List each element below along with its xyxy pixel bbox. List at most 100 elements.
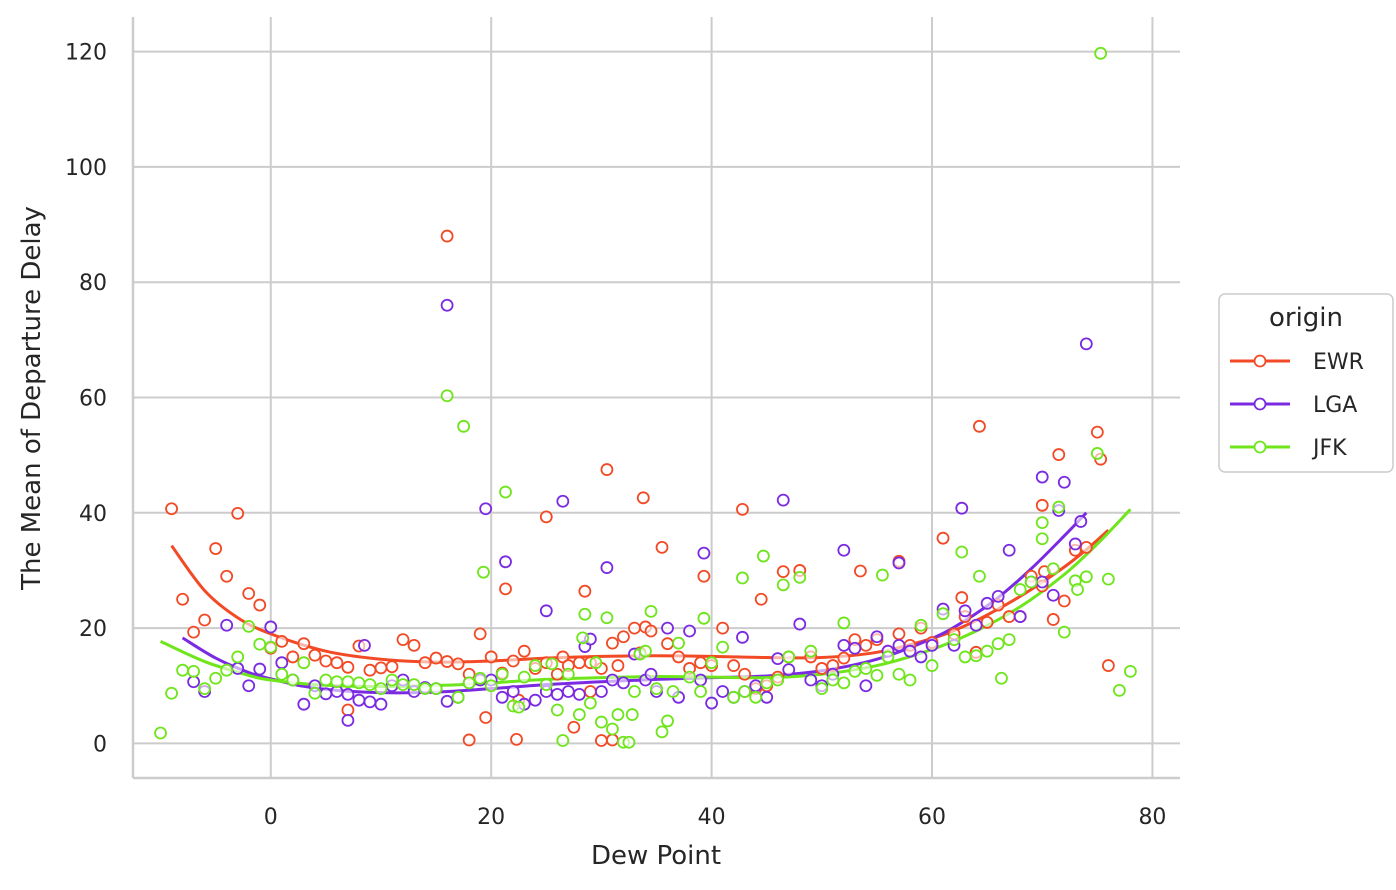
point-jfk	[736, 571, 749, 585]
point-jfk	[457, 419, 471, 433]
point-jfk	[655, 725, 669, 739]
legend-label-lga: LGA	[1313, 393, 1357, 418]
point-ewr	[1002, 610, 1016, 623]
point-ewr	[429, 651, 443, 665]
point-jfk	[914, 618, 928, 632]
point-lga	[958, 604, 972, 618]
point-ewr	[738, 667, 752, 681]
point-jfk	[980, 644, 994, 658]
point-jfk	[1101, 572, 1115, 586]
point-ewr	[242, 587, 256, 600]
point-lga	[242, 679, 256, 693]
point-lga	[661, 621, 674, 635]
point-lga	[736, 630, 749, 644]
axes-frame	[131, 17, 1180, 780]
point-jfk	[1002, 633, 1016, 647]
point-ewr	[583, 685, 597, 698]
point-lga	[1013, 610, 1027, 623]
point-jfk	[319, 673, 333, 687]
point-jfk	[1052, 500, 1066, 514]
point-ewr	[330, 656, 344, 670]
y-tick-label: 40	[79, 502, 107, 527]
point-ewr	[980, 615, 994, 629]
point-ewr	[198, 613, 212, 627]
point-lga	[479, 502, 493, 516]
point-lga	[528, 693, 542, 707]
point-jfk	[955, 545, 969, 559]
point-jfk	[771, 673, 785, 687]
point-ewr	[611, 659, 625, 672]
point-jfk	[650, 682, 663, 696]
point-jfk	[815, 682, 829, 696]
point-jfk	[639, 644, 652, 658]
point-jfk	[253, 637, 267, 651]
x-tick-label: 40	[698, 805, 726, 830]
point-jfk	[947, 633, 961, 647]
point-jfk	[451, 690, 465, 704]
point-lga	[1057, 475, 1071, 489]
point-jfk	[969, 649, 983, 663]
point-jfk	[644, 604, 658, 618]
point-ewr	[341, 703, 355, 717]
point-jfk	[576, 631, 590, 645]
point-ewr	[209, 542, 223, 555]
x-tick-label: 0	[264, 805, 278, 830]
point-lga	[1046, 588, 1060, 602]
point-ewr	[418, 656, 432, 670]
point-jfk	[757, 549, 770, 563]
y-tick-label: 0	[93, 732, 107, 757]
point-ewr	[636, 491, 650, 505]
point-jfk	[936, 607, 950, 621]
point-jfk	[804, 644, 818, 658]
point-lga	[358, 639, 371, 652]
point-jfk	[512, 700, 526, 714]
point-jfk	[462, 676, 476, 690]
y-tick-label: 120	[65, 41, 107, 66]
point-jfk	[1035, 532, 1049, 546]
point-lga	[914, 650, 928, 664]
legend-title: origin	[1269, 303, 1343, 333]
point-ewr	[1052, 448, 1066, 461]
point-ewr	[1035, 498, 1049, 512]
point-lga	[341, 713, 355, 727]
point-jfk	[683, 670, 696, 684]
point-lga	[749, 679, 763, 693]
point-lga	[771, 652, 785, 666]
point-jfk	[859, 662, 873, 675]
point-jfk	[539, 678, 553, 692]
point-lga	[969, 618, 983, 632]
point-ewr	[776, 565, 790, 579]
point-jfk	[749, 690, 763, 704]
point-lga	[760, 690, 774, 704]
point-jfk	[429, 682, 443, 696]
point-lga	[837, 543, 851, 557]
point-lga	[903, 644, 917, 658]
point-ewr	[736, 502, 749, 516]
point-jfk	[697, 611, 711, 625]
point-ewr	[617, 630, 630, 644]
point-jfk	[396, 678, 410, 692]
point-lga	[550, 688, 564, 701]
point-jfk	[1071, 583, 1084, 596]
point-jfk	[705, 656, 719, 670]
point-ewr	[407, 639, 421, 652]
point-jfk	[925, 659, 939, 672]
point-jfk	[991, 637, 1005, 651]
point-ewr	[319, 654, 333, 668]
point-ewr	[499, 582, 512, 596]
point-lga	[892, 556, 906, 570]
data-points	[154, 46, 1137, 749]
point-jfk	[473, 671, 487, 685]
point-lga	[705, 696, 719, 710]
point-ewr	[275, 634, 289, 648]
point-lga	[644, 667, 658, 681]
point-ewr	[308, 648, 322, 662]
point-jfk	[903, 673, 917, 687]
point-ewr	[506, 654, 520, 668]
point-jfk	[407, 678, 421, 692]
point-ewr	[694, 656, 707, 670]
point-jfk	[330, 675, 344, 689]
point-lga	[716, 685, 730, 698]
point-lga	[1035, 575, 1049, 589]
point-lga	[187, 675, 201, 689]
